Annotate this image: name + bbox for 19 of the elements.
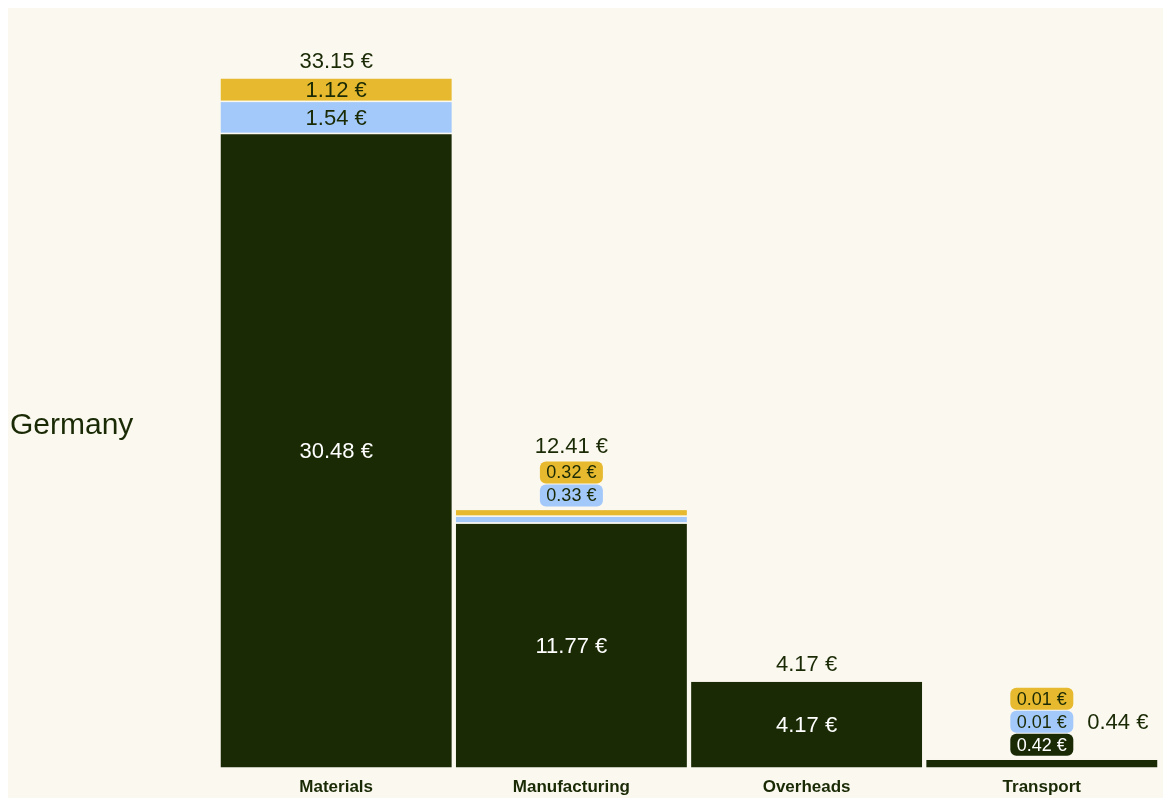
data-label: 0.33 € [546, 485, 597, 506]
total-label: 0.44 € [1087, 709, 1149, 735]
data-label: 0.32 € [546, 462, 597, 483]
total-label: 33.15 € [299, 47, 373, 73]
data-label: 0.01 € [1016, 711, 1067, 732]
data-label: 0.01 € [1016, 688, 1067, 709]
text: Germany [10, 406, 134, 440]
data-label: 4.17 € [776, 712, 838, 738]
data-label: 1.54 € [305, 104, 367, 130]
data-label: 11.77 € [535, 632, 608, 658]
data-label: 1.12 € [305, 77, 367, 103]
data-label: 30.48 € [299, 438, 373, 464]
x-tick-label: Materials [299, 777, 374, 796]
x-tick-label: Transport [1002, 777, 1082, 796]
x-tick-label: Overheads [762, 777, 851, 796]
total-label: 12.41 € [534, 432, 609, 458]
x-tick-label: Manufacturing [512, 777, 630, 796]
total-label: 4.17 € [776, 650, 838, 676]
data-label: 0.42 € [1016, 734, 1067, 755]
